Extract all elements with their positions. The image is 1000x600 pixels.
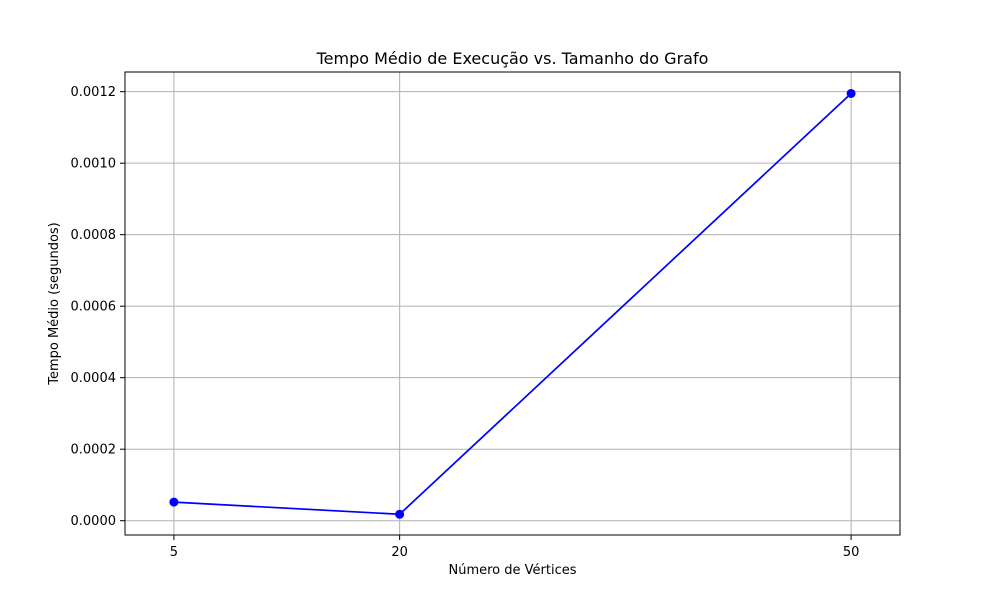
- x-tick-label-0: 5: [170, 545, 178, 560]
- grid-layer: [125, 72, 900, 535]
- chart-title: Tempo Médio de Execução vs. Tamanho do G…: [316, 49, 709, 68]
- y-axis-label: Tempo Médio (segundos): [47, 222, 62, 386]
- y-tick-label-6: 0.0012: [71, 85, 117, 100]
- x-tick-label-1: 20: [391, 545, 408, 560]
- series-line-0: [173, 92, 852, 516]
- y-tick-label-4: 0.0008: [71, 228, 117, 243]
- ticks-layer: 5 20 50 0.0000 0.0002 0.0004 0.0006 0.0008 0.001…: [71, 85, 860, 560]
- x-axis-label: Número de Vértices: [448, 563, 576, 578]
- y-tick-label-1: 0.0002: [71, 443, 117, 458]
- data-point-0-2: [846, 88, 856, 98]
- y-tick-label-0: 0.0000: [71, 514, 117, 529]
- y-tick-label-3: 0.0006: [71, 300, 117, 315]
- plot-frame: [124, 71, 901, 536]
- data-point-0-1: [395, 509, 405, 519]
- series-layer: [169, 88, 856, 519]
- y-tick-label-5: 0.0010: [71, 157, 117, 172]
- x-tick-label-2: 50: [843, 545, 860, 560]
- data-point-0-0: [169, 497, 179, 507]
- y-tick-label-2: 0.0004: [71, 371, 117, 386]
